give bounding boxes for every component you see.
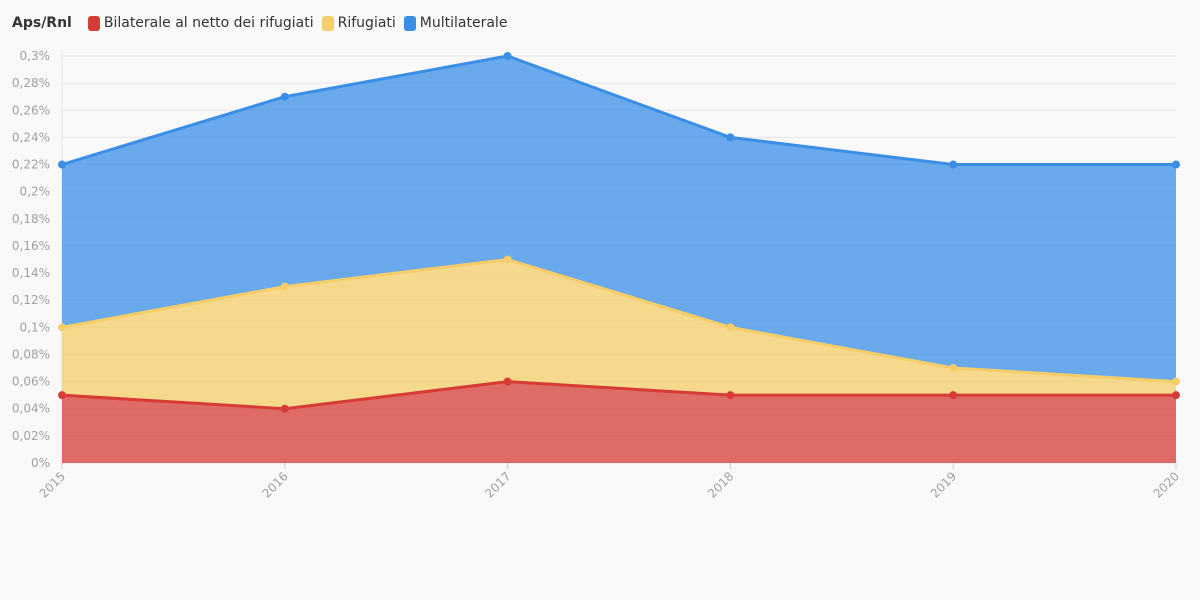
point-series-2-0 [58,160,66,169]
x-tick-label: 2017 [482,469,513,500]
chart-title: Aps/Rnl [12,15,72,31]
y-tick-label: 0,02% [12,429,50,443]
y-tick-label: 0,3% [20,49,51,63]
point-series-0-1 [280,404,289,413]
y-tick-label: 0,26% [12,103,50,117]
point-series-2-5 [1172,160,1180,169]
point-series-0-4 [949,391,958,400]
y-tick-label: 0,16% [12,239,50,253]
area-series-1 [62,259,1176,409]
y-tick-label: 0,18% [12,212,50,226]
legend-label-rifugiati: Rifugiati [337,15,396,31]
point-series-0-5 [1172,391,1180,400]
y-tick-label: 0,12% [12,293,50,307]
y-tick-label: 0% [31,456,50,470]
point-series-1-0 [58,323,66,332]
line-series-1 [61,258,1177,384]
area-series-2 [62,56,1176,382]
y-tick-label: 0,2% [20,185,51,199]
y-tick-label: 0,24% [12,130,50,144]
point-series-1-2 [503,255,512,264]
point-series-1-3 [726,323,735,332]
y-tick-label: 0,28% [12,76,50,90]
legend-label-bilaterale: Bilaterale al netto dei rifugiati [103,15,314,31]
x-tick-label: 2016 [259,469,290,500]
legend-item-multilaterale[interactable]: Multilaterale [403,15,508,31]
y-tick-label: 0,22% [12,158,50,172]
x-tick-label: 2015 [37,469,68,500]
legend: Aps/Rnl Bilaterale al netto dei rifugiat… [12,12,515,34]
legend-swatch-bilaterale [87,15,100,31]
point-series-1-4 [949,364,958,373]
point-series-0-3 [726,391,735,400]
y-tick-label: 0,06% [12,375,50,389]
point-series-2-4 [949,160,958,169]
legend-swatch-multilaterale [403,15,416,31]
point-series-2-2 [503,52,512,60]
line-series-0 [61,380,1176,411]
point-series-1-5 [1172,377,1180,386]
x-tick-label: 2019 [928,469,959,500]
legend-swatch-rifugiati [321,15,334,31]
y-tick-label: 0,14% [12,266,50,280]
x-tick-label: 2020 [1151,469,1182,500]
y-tick-label: 0,08% [12,347,50,361]
x-tick-label: 2018 [705,469,736,500]
y-tick-label: 0,04% [12,402,50,416]
y-tick-label: 0,1% [20,320,51,334]
line-series-2 [61,54,1176,167]
point-series-1-1 [280,282,289,291]
legend-label-multilaterale: Multilaterale [419,15,508,31]
point-series-0-0 [58,391,66,400]
legend-item-bilaterale[interactable]: Bilaterale al netto dei rifugiati [87,15,314,31]
legend-item-rifugiati[interactable]: Rifugiati [321,15,396,31]
point-series-0-2 [503,377,512,386]
point-series-2-1 [280,92,289,101]
point-series-2-3 [726,133,735,142]
